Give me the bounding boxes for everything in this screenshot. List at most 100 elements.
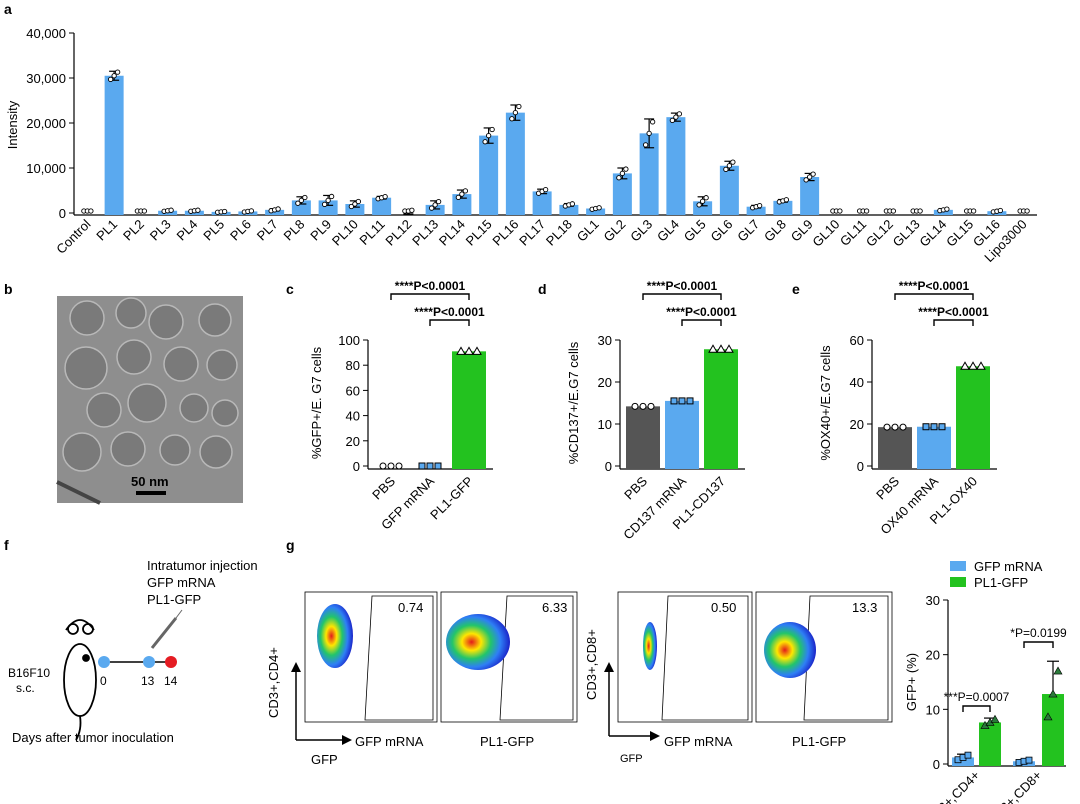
- panel-label-f: f: [4, 537, 9, 553]
- data-point: [395, 462, 403, 470]
- data-point: [686, 397, 694, 405]
- density-blob-2: [446, 614, 510, 670]
- flow-plot-2: [440, 591, 578, 723]
- data-point: [708, 344, 718, 353]
- data-point-a: [509, 116, 515, 122]
- x-tick-label-a: PL6: [227, 217, 254, 244]
- x-tick-label-a: GL5: [681, 217, 709, 245]
- y-tick-label: 20: [346, 434, 360, 449]
- x-tick-label-a: GL15: [943, 217, 976, 250]
- data-point: [922, 423, 930, 431]
- flow-label-4: PL1-GFP: [792, 734, 846, 749]
- bar-a: [800, 177, 820, 215]
- data-point-a: [646, 130, 652, 137]
- data-point-a: [435, 199, 442, 205]
- bar-a: [425, 204, 445, 215]
- flow-xlabel-2: GFP: [620, 753, 643, 765]
- y-tick-label: 20: [598, 375, 612, 390]
- bar: [626, 406, 660, 469]
- data-point-a: [676, 111, 683, 117]
- x-tick-label: PL1-GFP: [427, 474, 476, 523]
- x-tick-label-a: GL6: [708, 217, 736, 245]
- x-tick-label-a: PL17: [516, 217, 548, 249]
- sig-bracket: [390, 293, 470, 300]
- syringe-icon: [150, 609, 183, 649]
- x-tick-label-a: PL11: [356, 217, 387, 248]
- bar-a: [719, 165, 739, 215]
- y-tick-label: 30: [598, 333, 612, 348]
- flow-plot-1: [304, 591, 438, 723]
- gate-1: [364, 595, 434, 721]
- gate-3: [661, 595, 749, 721]
- timepoint-day0: [98, 656, 110, 668]
- x-tick-label-a: PL13: [409, 217, 441, 249]
- x-tick-label-a: GL13: [890, 217, 923, 250]
- gate-pct-3: 0.50: [711, 600, 736, 615]
- flow-label-1: GFP mRNA: [355, 734, 424, 749]
- data-point-a: [756, 202, 763, 209]
- sig-label: ****P<0.0001: [666, 305, 737, 319]
- data-point-a: [616, 175, 622, 181]
- cell-line-label: B16F10: [8, 666, 50, 680]
- data-point-a: [623, 166, 629, 172]
- x-tick-label-a: PL5: [200, 217, 227, 244]
- x-tick-label: PBS: [369, 473, 398, 502]
- data-point: [891, 423, 899, 431]
- bar: [956, 366, 990, 469]
- data-point: [464, 346, 474, 355]
- data-point-a: [295, 200, 301, 206]
- sig-label-g: *P=0.0199: [1010, 626, 1067, 640]
- data-point-a: [696, 202, 702, 208]
- x-tick-label-g: CD3+,CD4+: [922, 768, 983, 804]
- y-axis-title: %GFP+/E. G7 cells: [309, 346, 324, 459]
- flow-xlabel-1: GFP: [311, 752, 338, 767]
- bar: [704, 349, 738, 469]
- x-tick-label-a: PL2: [120, 217, 147, 244]
- x-tick-label-a: Control: [53, 216, 93, 256]
- data-point-g: [990, 714, 1000, 723]
- x-tick-label-a: PL16: [489, 217, 521, 249]
- sig-bracket: [933, 319, 974, 326]
- y-tick-label-a: 20,000: [26, 116, 66, 131]
- data-point-a: [596, 205, 602, 211]
- sig-label: ****P<0.0001: [918, 305, 989, 319]
- flow-ylabel-cd8: CD3+,CD8+: [584, 629, 599, 700]
- x-tick-label-a: PL15: [463, 217, 495, 249]
- x-tick-label-a: GL12: [863, 217, 896, 250]
- y-tick-label-a: 40,000: [26, 26, 66, 41]
- data-point-a: [111, 73, 117, 79]
- injection-item-1: GFP mRNA: [147, 575, 216, 590]
- data-point-a: [168, 207, 174, 213]
- data-point-a: [803, 177, 809, 183]
- data-point-a: [673, 114, 679, 120]
- x-tick-label-a: PL18: [543, 217, 575, 249]
- sig-bracket: [681, 319, 722, 326]
- data-point-a: [428, 205, 435, 211]
- y-tick-label-a: 30,000: [26, 71, 66, 86]
- data-point-a: [459, 191, 465, 197]
- y-tick-label-g: 0: [933, 757, 940, 772]
- data-point-a: [516, 103, 522, 110]
- panel-label-g: g: [286, 537, 295, 553]
- flow-label-2: PL1-GFP: [480, 734, 534, 749]
- sig-bracket: [429, 319, 470, 326]
- data-point-a: [302, 194, 308, 201]
- data-point-a: [917, 208, 923, 214]
- data-point: [418, 462, 426, 470]
- x-tick-label-a: PL1: [93, 217, 120, 244]
- data-point-a: [275, 206, 281, 212]
- x-tick-label-a: GL14: [916, 217, 949, 250]
- x-tick-label-g: CD3+,CD8+: [984, 768, 1045, 804]
- day-0-label: 0: [100, 674, 107, 688]
- schematic-caption: Days after tumor inoculation: [12, 730, 174, 745]
- data-point-a: [970, 208, 977, 214]
- y-axis-title-a: Intensity: [5, 100, 20, 149]
- day-14-label: 14: [164, 674, 178, 688]
- data-point-a: [642, 142, 649, 148]
- x-tick-label-a: PL10: [329, 217, 361, 249]
- data-point: [387, 462, 395, 470]
- data-point-a: [489, 126, 495, 133]
- y-tick-label: 0: [605, 459, 612, 474]
